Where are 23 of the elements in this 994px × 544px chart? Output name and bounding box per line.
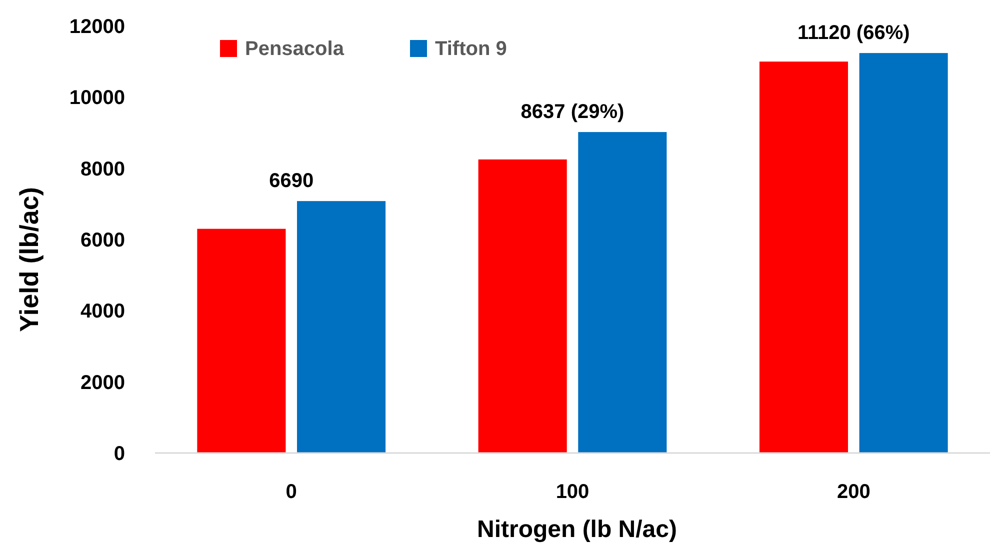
y-tick-label: 8000	[80, 158, 125, 180]
annotation: 8637 (29%)	[520, 101, 624, 124]
x-axis-title: Nitrogen (lb N/ac)	[476, 516, 678, 543]
bar	[859, 53, 948, 453]
legend-label: Pensacola	[245, 38, 345, 60]
bar	[478, 159, 567, 453]
y-axis-title: Yield (lb/ac)	[14, 187, 44, 332]
annotation: 11120 (66%)	[797, 22, 910, 44]
x-tick-label: 0	[286, 481, 297, 503]
annotation: 6690	[269, 170, 314, 192]
y-tick-label: 12000	[69, 16, 125, 38]
bar	[759, 62, 848, 453]
y-tick-label: 6000	[80, 230, 125, 252]
bar	[197, 228, 286, 453]
y-tick-label: 10000	[69, 87, 125, 110]
x-tick-label: 100	[556, 481, 590, 503]
x-tick-label: 200	[836, 481, 870, 503]
legend-label: Tifton 9	[435, 38, 507, 60]
y-tick-label: 4000	[80, 300, 125, 323]
y-tick-label: 2000	[80, 372, 125, 394]
y-tick-label: 0	[114, 443, 125, 465]
bar	[578, 132, 667, 453]
bar	[297, 201, 386, 453]
